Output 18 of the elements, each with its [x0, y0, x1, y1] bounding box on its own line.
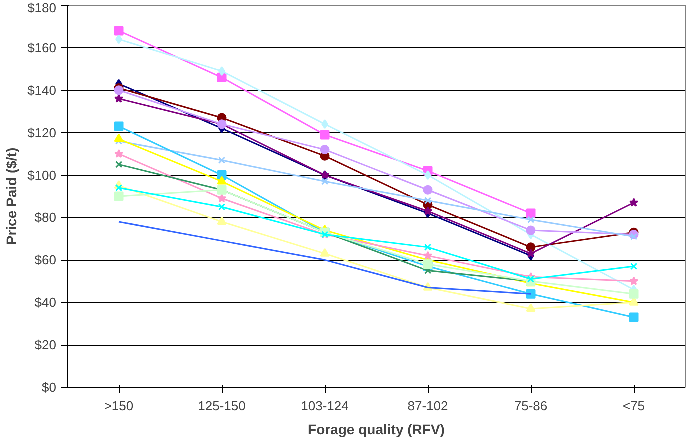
y-tick-label: $40: [34, 295, 57, 310]
y-tick-label: $20: [34, 338, 57, 353]
x-tick-label: 103-124: [301, 398, 349, 414]
y-tick-label: $140: [28, 82, 56, 98]
y-axis-title: Price Paid ($/t): [4, 148, 20, 246]
y-tick-label: $60: [34, 252, 57, 268]
y-tick-label: $160: [28, 40, 56, 56]
x-tick-label: 125-150: [198, 398, 246, 414]
y-tick-label: $120: [28, 125, 56, 140]
x-tick-label: <75: [622, 398, 646, 414]
x-axis-title: Forage quality (RFV): [308, 422, 445, 438]
x-tick-label: >150: [104, 398, 134, 414]
y-tick-label: $80: [34, 210, 57, 226]
x-tick-label: 75-86: [514, 398, 548, 414]
y-tick-label: $0: [42, 380, 57, 395]
x-tick-label: 87-102: [408, 398, 448, 414]
y-tick-label: $100: [28, 168, 56, 183]
y-tick-label: $180: [28, 0, 56, 16]
